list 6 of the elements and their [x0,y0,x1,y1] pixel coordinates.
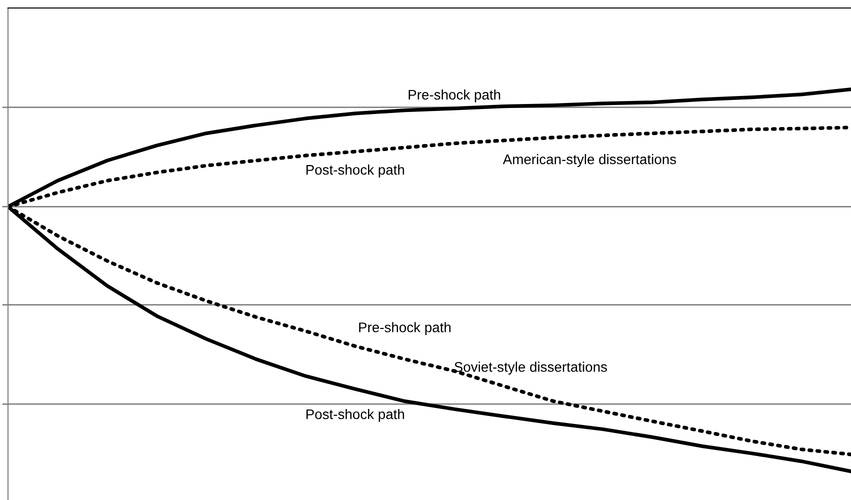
annotation: Soviet-style dissertations [454,362,607,375]
series-label: Pre-shock path [408,89,500,102]
series-label: Post-shock path [306,164,404,178]
series-label: Post-shock path [306,408,404,422]
series-label: Pre-shock path [359,322,451,336]
annotation: American-style dissertations [502,154,676,167]
